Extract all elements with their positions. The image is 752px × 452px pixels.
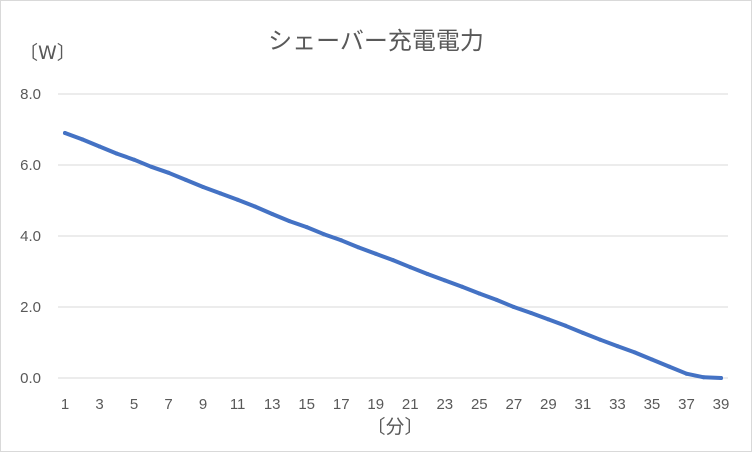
data-point (391, 258, 395, 263)
x-tick-label: 33 (609, 396, 626, 413)
x-tick-label: 1 (61, 396, 69, 413)
data-point (632, 350, 637, 355)
data-point (667, 364, 672, 369)
data-point (339, 238, 344, 243)
data-point (252, 204, 257, 209)
data-point (218, 191, 223, 196)
data-point (546, 317, 551, 322)
x-tick-label: 29 (540, 396, 557, 413)
data-point (114, 151, 119, 156)
x-tick-label: 39 (713, 396, 730, 413)
data-point (304, 225, 309, 230)
series-line (63, 131, 723, 380)
y-tick-label: 8.0 (20, 86, 41, 103)
x-tick-label: 23 (436, 396, 453, 413)
data-point (183, 177, 188, 182)
gridlines (58, 93, 728, 379)
data-point (477, 291, 482, 296)
x-tick-label: 21 (402, 396, 419, 413)
x-axis-title: 〔分〕 (366, 416, 423, 438)
data-point (287, 219, 292, 224)
data-point (201, 185, 206, 189)
data-point (529, 311, 534, 315)
x-tick-label: 7 (164, 396, 172, 413)
data-point (684, 371, 689, 376)
data-point (408, 265, 413, 270)
x-axis-ticks: 1 3 5 7 9 11 13 15 17 19 21 23 25 27 29 31 33 35 37 39 (61, 396, 730, 413)
y-tick-label: 4.0 (20, 228, 41, 245)
data-point (442, 278, 447, 283)
data-point (321, 232, 326, 237)
x-tick-label: 3 (95, 396, 103, 413)
data-point (511, 305, 516, 309)
data-point (701, 375, 706, 380)
x-tick-label: 35 (644, 396, 661, 413)
x-tick-label: 17 (333, 396, 350, 413)
y-tick-label: 6.0 (20, 157, 41, 174)
x-tick-label: 19 (367, 396, 384, 413)
x-tick-label: 31 (575, 396, 592, 413)
data-point (598, 337, 603, 342)
y-tick-label: 2.0 (20, 299, 41, 316)
x-tick-label: 11 (230, 396, 246, 413)
data-point (425, 272, 430, 276)
data-point (563, 323, 568, 328)
data-point (132, 157, 137, 162)
x-tick-label: 15 (298, 396, 315, 413)
data-point (719, 376, 723, 380)
data-point (460, 284, 465, 289)
y-axis-title: 〔W〕 (19, 42, 76, 64)
x-tick-label: 5 (130, 396, 138, 413)
x-tick-label: 13 (264, 396, 281, 413)
data-point (166, 170, 171, 175)
x-tick-label: 25 (471, 396, 488, 413)
x-tick-label: 27 (505, 396, 522, 413)
y-axis-ticks: 0.0 2.0 4.0 6.0 8.0 (20, 86, 41, 387)
data-point (580, 330, 585, 335)
x-tick-label: 9 (199, 396, 207, 413)
data-point (356, 245, 361, 250)
data-point (80, 137, 85, 142)
data-point (494, 297, 499, 302)
data-point (97, 144, 102, 149)
x-tick-label: 37 (678, 396, 695, 413)
data-point (270, 212, 275, 216)
data-point (63, 131, 67, 135)
data-point (615, 344, 620, 349)
data-point (649, 357, 654, 362)
y-tick-label: 0.0 (20, 370, 41, 387)
data-point (149, 164, 154, 169)
data-point (373, 251, 378, 256)
chart-title: シェーバー充電電力 (268, 27, 484, 55)
series-layer (63, 131, 723, 380)
data-point (235, 197, 240, 202)
